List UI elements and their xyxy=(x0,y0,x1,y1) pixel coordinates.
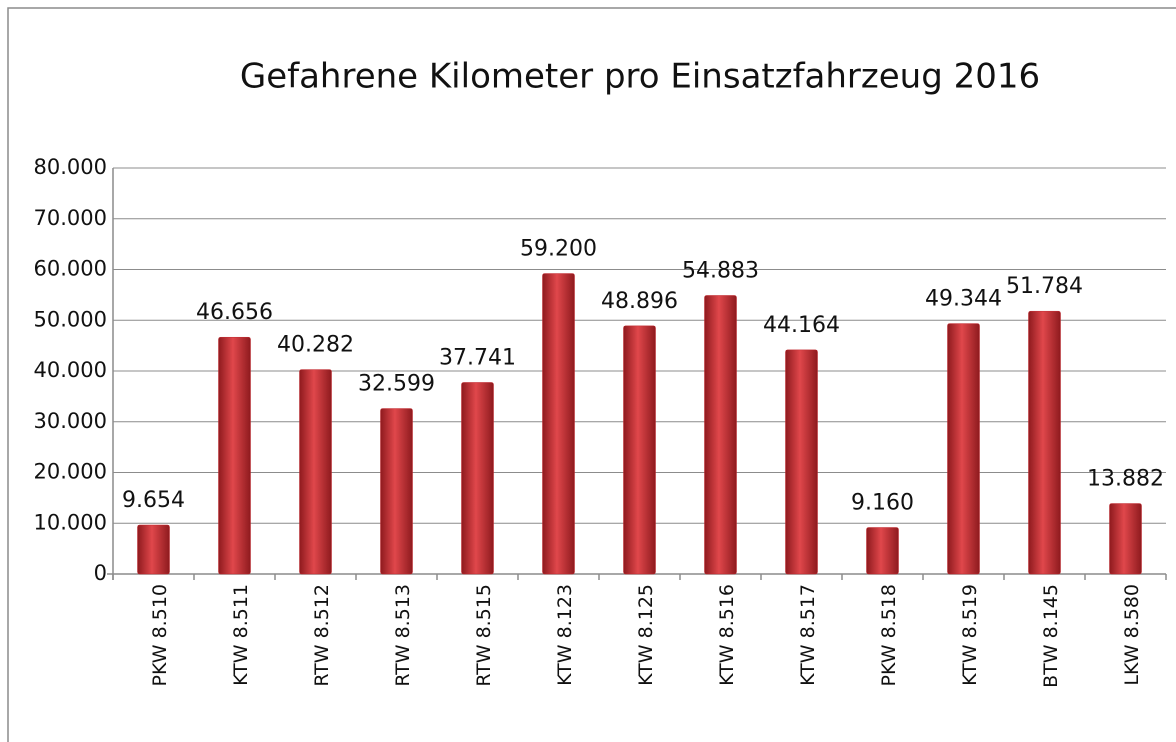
value-label: 9.160 xyxy=(851,491,914,516)
value-label: 48.896 xyxy=(601,289,678,314)
value-label: 51.784 xyxy=(1006,274,1083,299)
x-tick-label: RTW 8.513 xyxy=(392,584,414,687)
y-tick-label: 70.000 xyxy=(34,206,107,230)
value-label: 59.200 xyxy=(520,237,597,262)
bar xyxy=(866,527,899,575)
bar xyxy=(947,323,980,575)
bar xyxy=(623,325,656,575)
y-tick-label: 30.000 xyxy=(34,409,107,433)
value-label: 44.164 xyxy=(763,313,840,338)
y-tick-label: 50.000 xyxy=(34,307,107,331)
value-label: 46.656 xyxy=(196,300,273,325)
y-tick-label: 60.000 xyxy=(34,257,107,281)
y-tick-label: 80.000 xyxy=(34,155,107,179)
x-tick-label: PKW 8.518 xyxy=(878,584,900,686)
x-tick-label: KTW 8.516 xyxy=(716,584,738,686)
value-label: 32.599 xyxy=(358,372,435,397)
x-tick-label: RTW 8.512 xyxy=(311,584,333,687)
x-tick-label: KTW 8.123 xyxy=(554,584,576,686)
x-tick-label: LKW 8.580 xyxy=(1121,584,1143,686)
bar xyxy=(461,382,494,575)
bar xyxy=(218,336,251,575)
value-label: 9.654 xyxy=(122,488,185,513)
chart-title: Gefahrene Kilometer pro Einsatzfahrzeug … xyxy=(240,57,1040,97)
bar xyxy=(704,295,737,575)
value-label: 37.741 xyxy=(439,345,516,370)
value-label: 49.344 xyxy=(925,287,1002,312)
x-tick-label: KTW 8.517 xyxy=(797,584,819,686)
bar xyxy=(1028,310,1061,575)
bar xyxy=(1109,503,1142,575)
x-tick-label: KTW 8.125 xyxy=(635,584,657,686)
bar xyxy=(380,408,413,575)
bar xyxy=(542,273,575,575)
y-tick-label: 10.000 xyxy=(34,510,107,534)
y-tick-label: 0 xyxy=(94,561,107,585)
value-label: 13.882 xyxy=(1087,467,1164,492)
x-tick-label: PKW 8.510 xyxy=(149,584,171,686)
value-label: 54.883 xyxy=(682,258,759,283)
chart-frame xyxy=(7,7,1176,742)
y-tick-label: 20.000 xyxy=(34,460,107,484)
x-tick-label: KTW 8.511 xyxy=(230,584,252,686)
x-tick-label: RTW 8.515 xyxy=(473,584,495,687)
bar xyxy=(299,369,332,575)
x-tick-label: BTW 8.145 xyxy=(1040,584,1062,688)
value-label: 40.282 xyxy=(277,333,354,358)
bar xyxy=(785,349,818,575)
y-tick-label: 40.000 xyxy=(34,358,107,382)
x-tick-label: KTW 8.519 xyxy=(959,584,981,686)
bar xyxy=(137,524,170,575)
